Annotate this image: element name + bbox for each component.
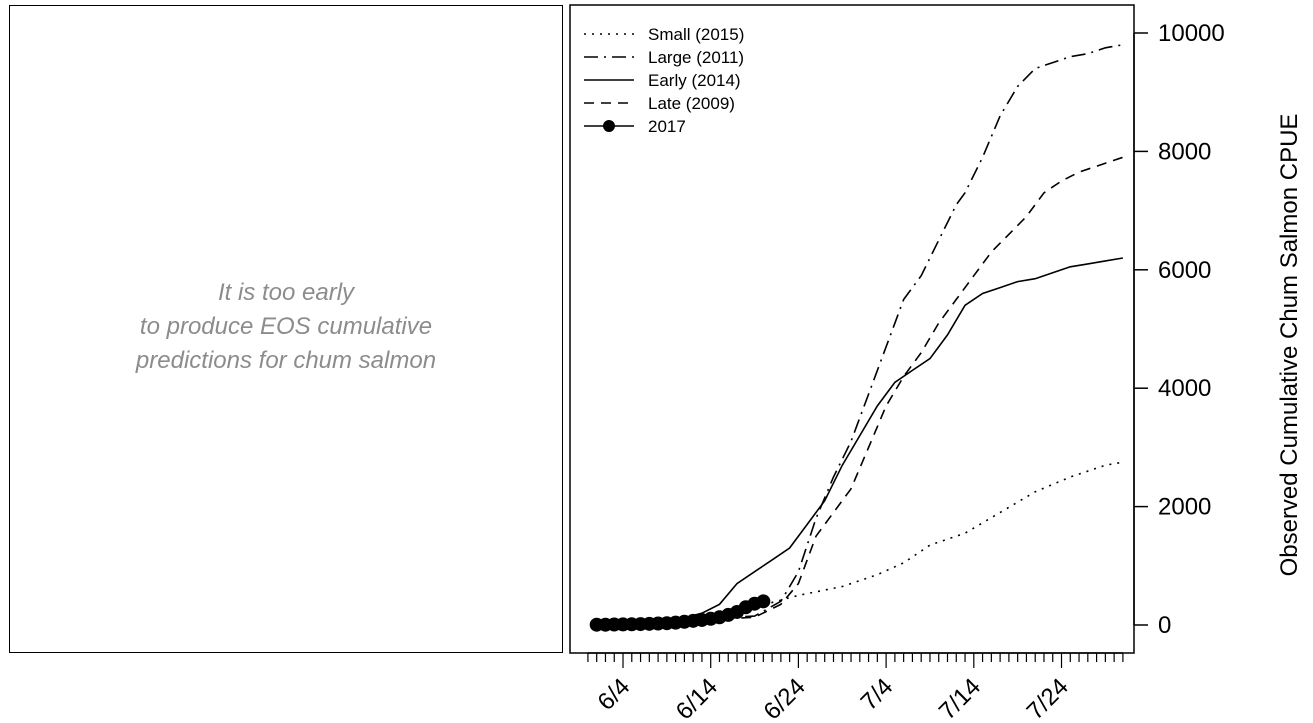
x-tick-label: 7/14 [934,673,986,723]
series-line [605,156,1124,626]
x-tick-label: 7/4 [856,673,899,716]
x-tick-label: 6/14 [671,673,723,723]
x-tick-label: 7/24 [1022,673,1074,723]
legend-label: Late (2009) [648,94,735,113]
x-axis: 6/4 6/14 6/24 7/4 7/14 7/24 [587,652,1124,723]
message-line-2: to produce EOS cumulative [139,313,433,340]
y-tick-label: 0 [1158,612,1171,639]
legend: Small (2015) Large (2011) Early (2014) Late… [584,25,744,136]
series-line [605,44,1124,626]
legend-label: Small (2015) [648,25,744,44]
y-axis: 0 2000 4000 6000 8000 10000 [1133,20,1225,639]
y-tick-label: 6000 [1158,257,1211,284]
y-tick-label: 2000 [1158,494,1211,521]
legend-point [603,120,615,132]
legend-label: Large (2011) [648,48,744,67]
y-tick-label: 8000 [1158,138,1211,165]
x-tick-label: 6/4 [593,673,636,716]
legend-label: Early (2014) [648,71,741,90]
message-line-1: It is too early [217,279,355,306]
message-line-3: predictions for chum salmon [135,347,437,374]
series-line [605,257,1124,626]
y-tick-label: 4000 [1158,375,1211,402]
y-tick-label: 10000 [1158,20,1225,47]
left-panel: It is too early to produce EOS cumulativ… [9,5,563,653]
early-season-message: It is too early to produce EOS cumulativ… [10,276,562,378]
y-axis-label: Observed Cumulative Chum Salmon CPUE [1276,114,1303,577]
series-line [605,461,1124,626]
series-point [756,594,771,609]
series-layer [589,44,1124,632]
x-tick-label: 6/24 [759,673,811,723]
legend-label: 2017 [648,117,686,136]
